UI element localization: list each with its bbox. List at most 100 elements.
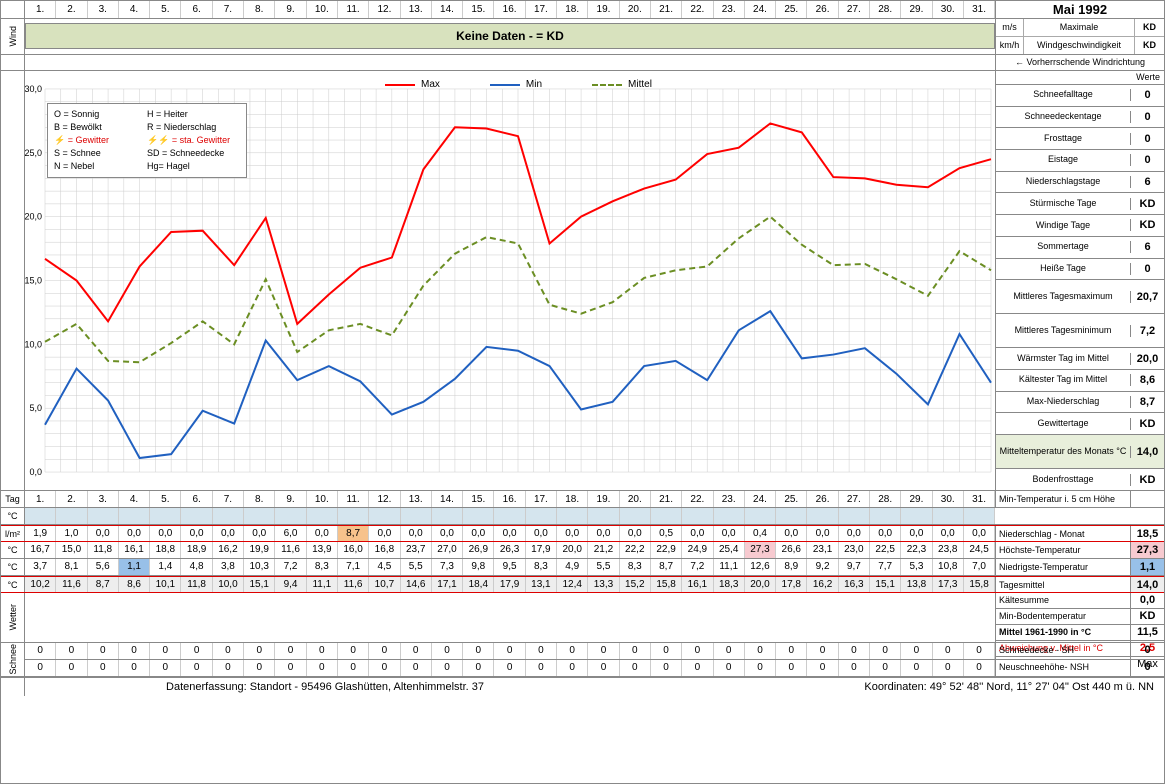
day-header: 11. [338, 1, 369, 18]
day-header: 12. [369, 491, 400, 507]
svg-text:20,0: 20,0 [25, 212, 42, 222]
series-legend: Max Min Mittel [385, 79, 652, 90]
schnee-label: Schnee [8, 644, 18, 675]
day-header: 20. [620, 491, 651, 507]
wetter-block: Wetter Kältesumme0,0Min-BodentemperaturK… [1, 593, 1164, 643]
day-header: 18. [557, 1, 588, 18]
day-header: 3. [88, 1, 119, 18]
day-header: 19. [588, 491, 619, 507]
day-header: 2. [56, 491, 87, 507]
precip-row: l/m²1,91,00,00,00,00,00,00,06,00,08,70,0… [1, 525, 1164, 542]
legend-item: Min [490, 79, 542, 90]
day-header: 9. [275, 491, 306, 507]
day-header: 31. [964, 1, 995, 18]
legend-item: Max [385, 79, 440, 90]
stat-row: BodenfrosttageKD [996, 469, 1164, 490]
weather-report: 1.2.3.4.5.6.7.8.9.10.11.12.13.14.15.16.1… [0, 0, 1165, 784]
weather-symbol-legend: O = SonnigH = HeiterB = BewölktR = Niede… [47, 103, 247, 178]
day-header: 15. [463, 491, 494, 507]
stat-row: Mittleres Tagesminimum7,2 [996, 314, 1164, 348]
day-header: 22. [682, 1, 713, 18]
day-header: 6. [181, 1, 212, 18]
wind-direction-label: ← Vorherrschende Windrichtung [995, 55, 1164, 70]
day-header: 3. [88, 491, 119, 507]
tmean-row: °C10,211,68,78,610,111,810,015,19,411,11… [1, 576, 1164, 593]
svg-text:25,0: 25,0 [25, 148, 42, 158]
day-header: 25. [776, 1, 807, 18]
stat-row: Kältester Tag im Mittel8,6 [996, 370, 1164, 392]
day-header: 15. [463, 1, 494, 18]
day-header: 24. [745, 1, 776, 18]
stat-row: Heiße Tage0 [996, 259, 1164, 281]
day-header: 28. [870, 491, 901, 507]
soil-min-row: °C [1, 508, 1164, 525]
day-header: 8. [244, 491, 275, 507]
schnee-row: 0000000000000000000000000000000 [25, 660, 995, 676]
wind-band: Wind Keine Daten - = KD m/sMaximaleKDkm/… [1, 19, 1164, 55]
day-header: 26. [807, 491, 838, 507]
stat-row: Schneedeckentage0 [996, 107, 1164, 129]
footer-location: Datenerfassung: Standort - 95496 Glashüt… [25, 678, 625, 696]
day-header: 6. [181, 491, 212, 507]
day-header: 4. [119, 491, 150, 507]
day-header: 16. [494, 491, 525, 507]
day-header: 10. [307, 491, 338, 507]
day-header: 29. [901, 1, 932, 18]
svg-text:5,0: 5,0 [30, 403, 42, 413]
day-header: 30. [933, 1, 964, 18]
legend-item: Mittel [592, 79, 652, 90]
stat-row: Stürmische TageKD [996, 193, 1164, 215]
day-header: 27. [839, 1, 870, 18]
day-header: 29. [901, 491, 932, 507]
day-header: 18. [557, 491, 588, 507]
day-header: 1. [25, 491, 56, 507]
day-header: 17. [526, 1, 557, 18]
svg-text:30,0: 30,0 [25, 84, 42, 94]
day-header: 1. [25, 1, 56, 18]
day-header: 21. [651, 491, 682, 507]
chart-row: 0,05,010,015,020,025,030,0 MaxMinMittel … [1, 71, 1164, 491]
day-header: 5. [150, 491, 181, 507]
stat-row: Schneefalltage0 [996, 85, 1164, 107]
tag-row: Tag 1.2.3.4.5.6.7.8.9.10.11.12.13.14.15.… [1, 491, 1164, 508]
day-header: 7. [213, 491, 244, 507]
day-header: 17. [526, 491, 557, 507]
day-header: 11. [338, 491, 369, 507]
title: Mai 1992 [995, 1, 1164, 18]
svg-text:10,0: 10,0 [25, 339, 42, 349]
day-header: 31. [964, 491, 995, 507]
day-header: 13. [401, 491, 432, 507]
tmin-row: °C3,78,15,61,11,44,83,810,37,28,37,14,55… [1, 559, 1164, 576]
stat-row: Wärmster Tag im Mittel20,0 [996, 348, 1164, 370]
day-header: 21. [651, 1, 682, 18]
wetter-label: Wetter [8, 604, 18, 630]
stat-row: Frosttage0 [996, 128, 1164, 150]
day-header: 23. [714, 1, 745, 18]
day-header: 7. [213, 1, 244, 18]
day-header: 28. [870, 1, 901, 18]
stat-row: GewittertageKD [996, 413, 1164, 435]
stat-row: Eistage0 [996, 150, 1164, 172]
day-header: 25. [776, 491, 807, 507]
schnee-row: 0000000000000000000000000000000 [25, 643, 995, 660]
footer: Datenerfassung: Standort - 95496 Glashüt… [1, 677, 1164, 696]
day-header: 14. [432, 1, 463, 18]
day-header: 10. [307, 1, 338, 18]
day-header: 30. [933, 491, 964, 507]
day-header: 5. [150, 1, 181, 18]
day-header: 2. [56, 1, 87, 18]
stat-row: Niederschlagstage6 [996, 172, 1164, 194]
header-row: 1.2.3.4.5.6.7.8.9.10.11.12.13.14.15.16.1… [1, 1, 1164, 19]
day-header: 8. [244, 1, 275, 18]
footer-coords: Koordinaten: 49° 52' 48'' Nord, 11° 27' … [625, 678, 1164, 696]
svg-text:0,0: 0,0 [30, 467, 42, 477]
svg-text:15,0: 15,0 [25, 276, 42, 286]
temperature-chart: 0,05,010,015,020,025,030,0 MaxMinMittel … [25, 71, 995, 490]
wind-nodata: Keine Daten - = KD [25, 23, 995, 49]
stat-row: Mittleres Tagesmaximum20,7 [996, 280, 1164, 314]
day-header: 13. [401, 1, 432, 18]
stat-row: Max-Niederschlag8,7 [996, 392, 1164, 414]
day-header: 24. [745, 491, 776, 507]
day-header: 16. [494, 1, 525, 18]
schnee-block: Schnee 000000000000000000000000000000000… [1, 643, 1164, 677]
